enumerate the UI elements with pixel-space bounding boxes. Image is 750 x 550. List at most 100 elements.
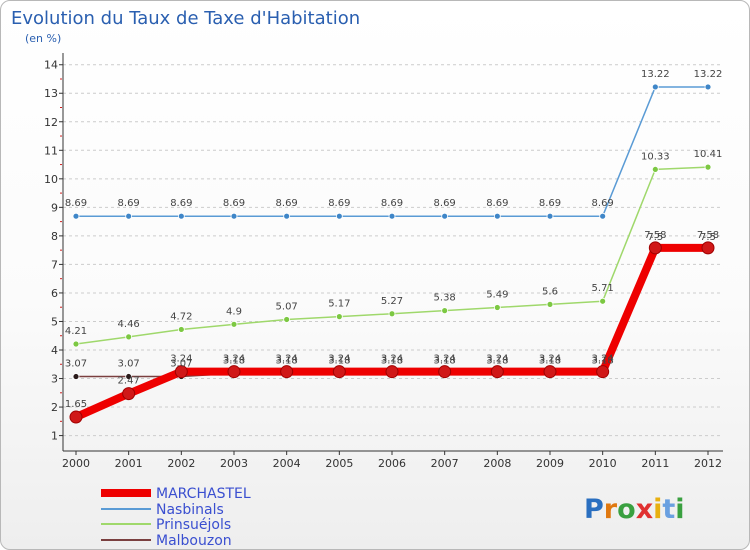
data-point [596,365,610,379]
data-point [230,320,238,328]
x-tick-label: 2003 [220,457,248,470]
data-label: 3.07 [65,359,87,370]
grid [63,64,723,437]
y-tick-label: 10 [44,173,58,186]
y-tick-label: 9 [51,201,58,214]
data-label: 10.33 [641,151,670,162]
proxiti-logo: Proxiti [584,494,685,525]
data-point [546,212,554,220]
data-point [283,212,291,220]
data-point [651,83,659,91]
data-label: 3.18 [381,355,403,366]
data-point [230,212,238,220]
data-point [648,241,662,255]
x-tick-label: 2005 [325,457,353,470]
logo-letter: P [584,494,604,525]
data-point [493,304,501,311]
data-point [125,212,133,220]
data-point [72,340,80,348]
y-tick-label: 2 [51,401,58,414]
data-point [335,313,343,321]
data-label: 3.07 [118,359,140,370]
data-label: 3.18 [328,355,350,366]
y-tick-label: 8 [51,230,58,243]
logo-letter: r [604,494,618,525]
data-label: 3.24 [592,354,614,365]
y-tick-label: 3 [51,373,58,386]
y-tick-label: 4 [51,344,58,357]
data-point [388,212,396,220]
data-label: 5.38 [434,293,456,304]
data-label: 5.6 [542,286,558,297]
legend-label: Nasbinals [156,502,224,518]
data-point [490,365,504,379]
data-label: 7.5 [700,232,716,243]
data-label: 8.69 [118,198,140,209]
y-tick-label: 1 [51,430,58,443]
data-point [227,365,241,379]
data-point [335,212,343,220]
data-label: 8.69 [486,198,508,209]
logo-letter: x [636,494,653,525]
data-point [177,212,185,220]
data-label: 8.69 [328,198,350,209]
y-tick-label: 11 [44,144,58,157]
chart-title: Evolution du Taux de Taxe d'Habitation [11,8,360,29]
data-label: 7.58 [644,230,666,241]
logo-letter: i [675,494,684,525]
data-label: 8.69 [539,198,561,209]
data-label: 3.18 [539,355,561,366]
x-tick-label: 2009 [536,457,564,470]
y-tick-label: 5 [51,315,58,328]
data-label: 4.21 [65,326,87,337]
chart-subtitle: (en %) [25,32,61,45]
y-tick-label: 13 [44,87,58,100]
data-point [125,373,133,380]
x-tick-label: 2000 [62,457,90,470]
data-label: 5.49 [486,289,508,300]
data-label: 3.18 [486,355,508,366]
data-point [546,300,554,308]
legend-label: MARCHASTEL [156,486,251,502]
data-label: 8.69 [223,198,245,209]
data-label: 8.69 [65,198,87,209]
data-label: 10.41 [694,149,723,160]
y-tick-label: 6 [51,287,58,300]
data-label: 3.24 [539,354,561,365]
data-point [72,212,80,220]
logo-letter: t [662,494,675,525]
y-tick-label: 14 [44,59,58,72]
data-label: 13.22 [641,69,670,80]
data-label: 8.69 [381,198,403,209]
data-label: 5.27 [381,296,403,307]
data-label: 4.46 [118,319,140,330]
data-label: 3.24 [170,354,192,365]
data-label: 8.69 [276,198,298,209]
data-label: 3.24 [434,354,456,365]
data-label: 2.47 [118,376,140,387]
data-label: 7.58 [697,230,719,241]
data-label: 4.72 [170,311,192,322]
data-point [599,297,607,305]
series-layer [69,83,715,424]
data-label: 13.22 [694,69,723,80]
data-point [701,241,715,255]
x-tick-label: 2001 [115,457,143,470]
data-label: 3.24 [276,354,298,365]
data-label: 3.24 [381,354,403,365]
data-label: 3.24 [486,354,508,365]
data-point [704,83,712,91]
data-label: 3.18 [592,355,614,366]
data-point [177,326,185,333]
data-point [704,163,712,171]
y-tick-label: 7 [51,258,58,271]
data-point [543,365,557,379]
data-point [388,310,396,318]
data-labels: 8.69 8.69 8.69 8.69 8.69 8.69 8.69 8.69 8.69 8.69… [65,69,722,410]
legend-label: Malbouzon [156,533,232,549]
x-tick-label: 2006 [378,457,406,470]
data-label: 8.69 [592,198,614,209]
